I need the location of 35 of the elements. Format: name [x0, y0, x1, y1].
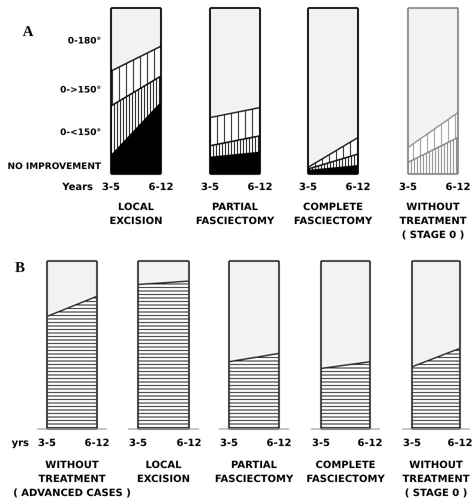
x-axis-title: COMPLETE FASCIECTOMY [306, 460, 386, 485]
text: A [22, 24, 34, 40]
x-axis-title: PARTIAL FASCIECTOMY [214, 460, 294, 485]
x-tick-label: 6-12 [266, 438, 292, 449]
x-tick-label: 3-5 [398, 182, 418, 193]
series-label: 0->150° [60, 86, 101, 96]
x-tick-label: 3-5 [402, 438, 422, 449]
x-tick-label: 3-5 [128, 438, 148, 449]
x-tick-label: 6-12 [247, 182, 273, 193]
series-label: NO IMPROVEMENT [8, 162, 102, 172]
x-tick-label: 6-12 [445, 182, 471, 193]
series-label: 0-<150° [60, 128, 101, 138]
x-axis-title: LOCAL EXCISION [109, 202, 163, 227]
x-axis-title: COMPLETE FASCIECTOMY [294, 202, 373, 227]
text: Years [61, 182, 94, 193]
x-tick-label: 6-12 [148, 182, 174, 193]
x-tick-label: 3-5 [102, 182, 120, 193]
x-axis-title: WITHOUT TREATMENT ( STAGE 0 ) [402, 460, 470, 499]
x-tick-label: 3-5 [312, 438, 330, 449]
x-tick-label: 3-5 [298, 182, 318, 193]
series-label: 0-180° [68, 36, 101, 47]
x-tick-label: 6-12 [345, 182, 371, 193]
x-tick-label: 3-5 [200, 182, 220, 193]
x-axis-title: WITHOUT TREATMENT ( ADVANCED CASES ) [13, 460, 131, 499]
x-tick-label: 6-12 [84, 438, 110, 449]
x-tick-label: 6-12 [357, 438, 383, 449]
x-axis-title: WITHOUT TREATMENT ( STAGE 0 ) [399, 202, 467, 241]
x-axis-title: PARTIAL FASCIECTOMY [196, 202, 275, 227]
x-tick-label: 3-5 [38, 438, 56, 449]
text: yrs [12, 438, 30, 449]
x-tick-label: 3-5 [220, 438, 238, 449]
x-tick-label: 6-12 [176, 438, 202, 449]
x-tick-label: 6-12 [447, 438, 473, 449]
chart-title: B [14, 260, 26, 276]
x-axis-title: LOCAL EXCISION [136, 460, 190, 485]
